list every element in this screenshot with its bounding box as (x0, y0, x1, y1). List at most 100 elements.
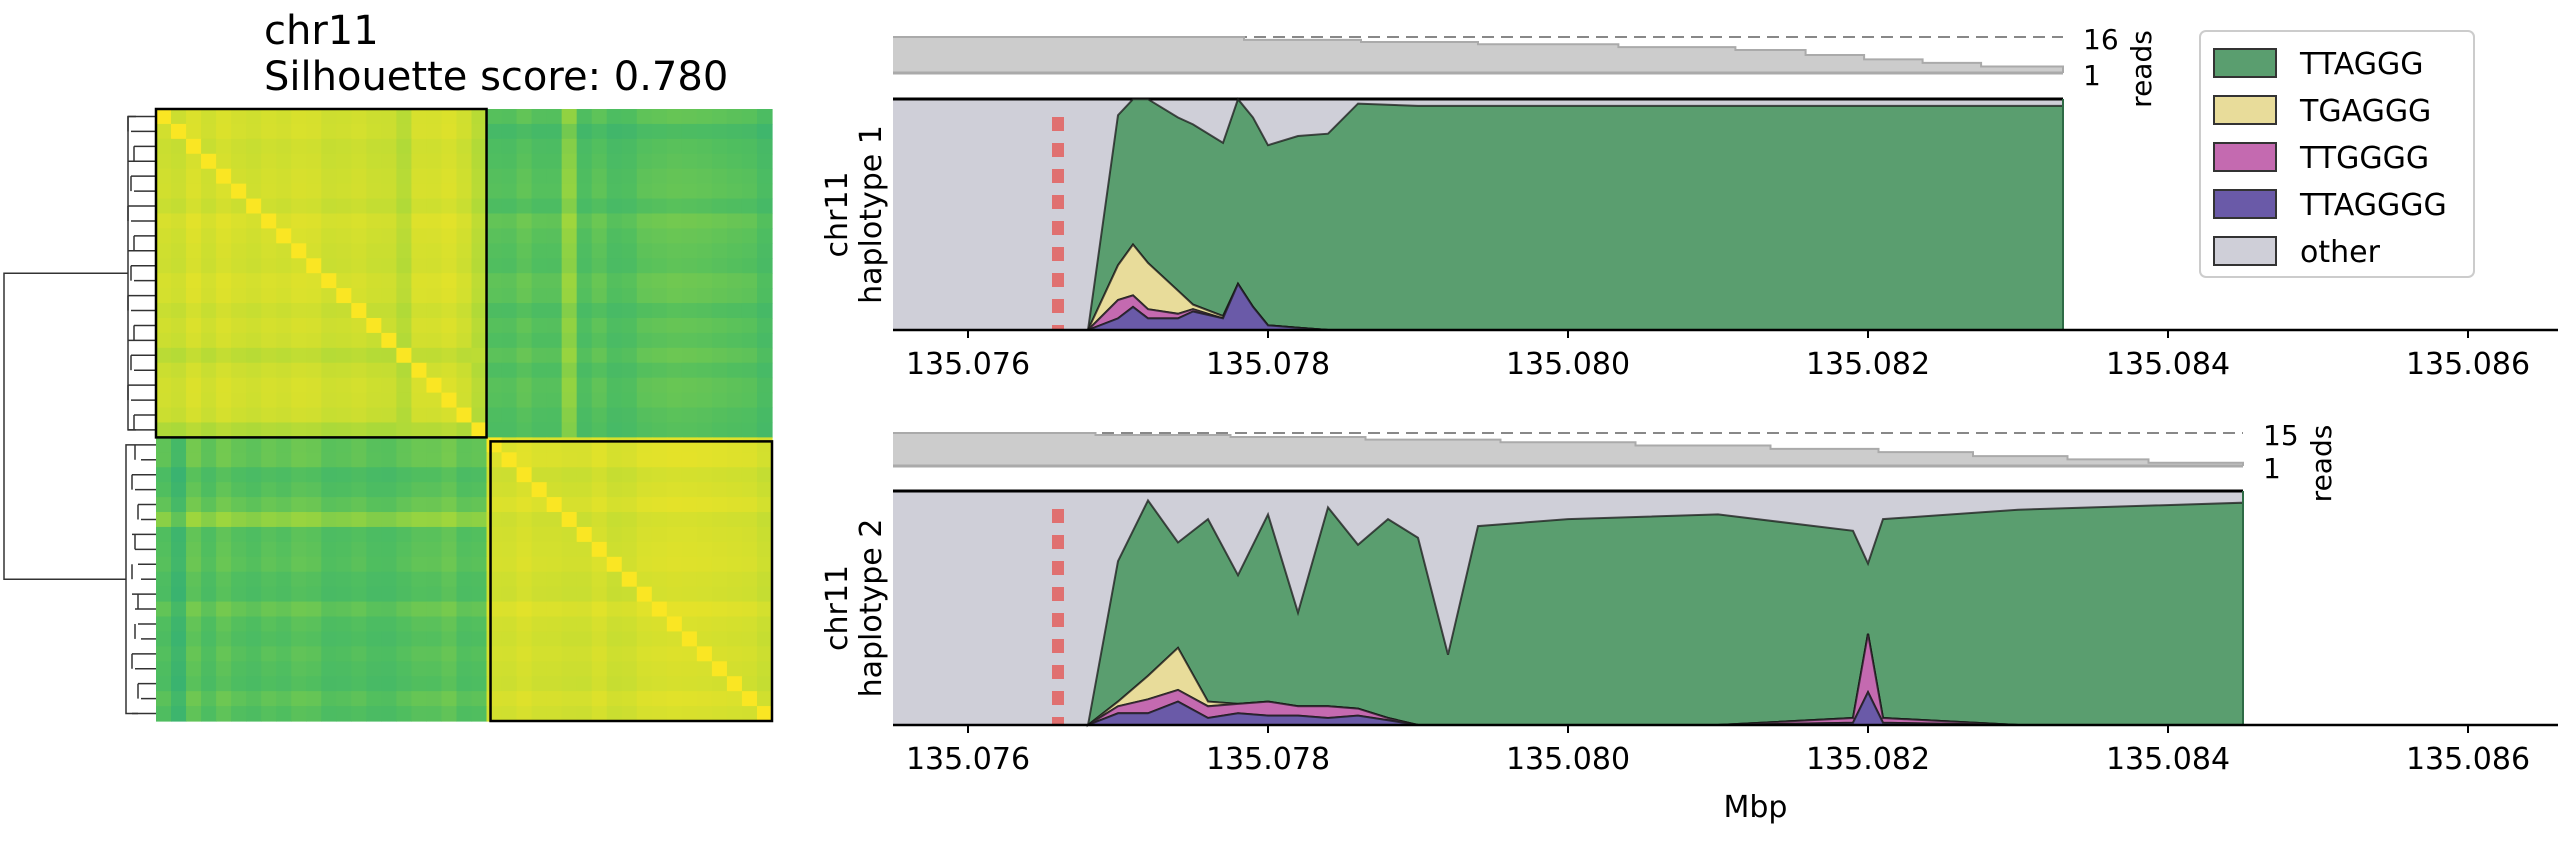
heatmap-cell (456, 392, 473, 409)
heatmap-cell (441, 347, 458, 364)
heatmap-cell (201, 407, 217, 424)
heatmap-cell (171, 691, 187, 707)
heatmap-cell (546, 332, 563, 349)
heatmap-cell (351, 676, 367, 692)
dendrogram-root (3, 272, 128, 580)
heatmap-cell (201, 317, 217, 334)
heatmap-cell (231, 541, 247, 558)
heatmap-cell (546, 437, 563, 453)
heatmap-cell (531, 452, 548, 468)
heatmap-cell (711, 347, 728, 364)
heatmap-cell (321, 467, 337, 483)
heatmap-cell (291, 526, 307, 543)
heatmap-cell (276, 377, 292, 394)
heatmap-cell (276, 676, 292, 692)
heatmap-cell (291, 228, 307, 244)
heatmap-cell (756, 706, 773, 722)
heatmap-cell (321, 482, 337, 498)
heatmap-cell (516, 198, 533, 215)
heatmap-cell (336, 706, 352, 722)
heatmap-cell (426, 512, 443, 528)
heatmap-cell (291, 243, 307, 259)
heatmap-cell (171, 706, 187, 722)
heatmap-cell (726, 168, 743, 185)
heatmap-cell (471, 661, 488, 677)
heatmap-cell (186, 437, 202, 453)
heatmap-cell (321, 377, 337, 394)
heatmap-cell (441, 706, 458, 722)
heatmap-cell (741, 541, 758, 558)
heatmap-cell (726, 273, 743, 289)
heatmap-cell (231, 243, 247, 259)
heatmap-cell (621, 362, 638, 379)
heatmap-cell (381, 452, 397, 468)
heatmap-cell (606, 556, 623, 573)
heatmap-cell (456, 317, 473, 334)
heatmap-cell (261, 661, 277, 677)
heatmap-cell (441, 362, 458, 379)
heatmap-cell (366, 362, 382, 379)
heatmap-cell (576, 168, 593, 185)
heatmap-cell (186, 168, 202, 185)
heatmap-cell (156, 691, 172, 707)
heatmap-cell (531, 347, 548, 364)
heatmap-cell (441, 541, 458, 558)
heatmap-cell (186, 332, 202, 349)
heatmap-cell (561, 243, 578, 259)
heatmap-cell (336, 138, 352, 155)
heatmap-cell (201, 706, 217, 722)
heatmap-cell (741, 497, 758, 513)
heatmap-cell (186, 288, 202, 304)
heatmap-cell (426, 258, 443, 274)
heatmap-cell (546, 482, 563, 498)
heatmap-cell (666, 407, 683, 424)
heatmap-cell (471, 631, 488, 647)
heatmap-cell (441, 377, 458, 394)
heatmap-cell (276, 258, 292, 274)
heatmap-cell (351, 482, 367, 498)
heatmap-cell (606, 497, 623, 513)
heatmap-cell (171, 228, 187, 244)
heatmap-cell (231, 392, 247, 409)
heatmap-cell (411, 407, 428, 424)
x-tick-label: 135.086 (2406, 347, 2530, 382)
heatmap-cell (531, 691, 548, 707)
heatmap-cell (366, 571, 382, 588)
heatmap-cell (561, 213, 578, 230)
heatmap-cell (201, 601, 217, 618)
heatmap-cell (276, 123, 292, 140)
heatmap-cell (396, 631, 413, 647)
heatmap-cell (591, 467, 608, 483)
heatmap-cell (696, 691, 713, 707)
heatmap-cell (471, 541, 488, 558)
heatmap-cell (366, 317, 382, 334)
heatmap-cell (456, 467, 473, 483)
heatmap-cell (576, 691, 593, 707)
heatmap-cell (216, 273, 232, 289)
heatmap-cell (366, 243, 382, 259)
heatmap-cell (576, 616, 593, 633)
heatmap-cell (486, 153, 503, 170)
heatmap-cell (276, 512, 292, 528)
heatmap-cell (351, 526, 367, 543)
heatmap-cell (171, 109, 187, 125)
heatmap-cell (366, 288, 382, 304)
heatmap-cell (456, 183, 473, 200)
heatmap-cell (681, 377, 698, 394)
heatmap-cell (321, 123, 337, 140)
heatmap-cell (321, 541, 337, 558)
heatmap-cell (606, 303, 623, 319)
heatmap-cell (261, 482, 277, 498)
heatmap-cell (426, 541, 443, 558)
heatmap-cell (291, 377, 307, 394)
heatmap-cell (726, 317, 743, 334)
heatmap-cell (291, 706, 307, 722)
heatmap-cell (696, 288, 713, 304)
heatmap-cell (606, 198, 623, 215)
heatmap-cell (201, 437, 217, 453)
heatmap-cell (396, 512, 413, 528)
heatmap-cell (681, 691, 698, 707)
heatmap-cell (216, 228, 232, 244)
heatmap-cell (681, 213, 698, 230)
heatmap-cell (591, 661, 608, 677)
